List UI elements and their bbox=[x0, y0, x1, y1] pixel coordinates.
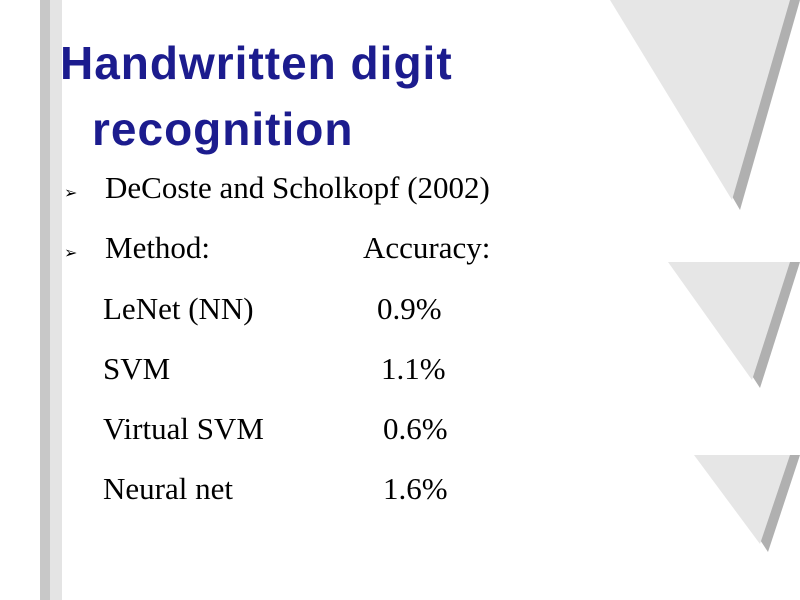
title-line: Handwritten digit bbox=[60, 37, 453, 89]
accuracy-cell: 1.6% bbox=[383, 471, 448, 506]
title-line: recognition bbox=[92, 103, 354, 155]
method-cell: SVM bbox=[103, 351, 171, 386]
table-header: Method: bbox=[105, 230, 211, 265]
accuracy-cell: 0.6% bbox=[383, 411, 448, 446]
accuracy-cell: 0.9% bbox=[377, 291, 442, 326]
method-cell: Neural net bbox=[103, 471, 233, 506]
method-cell: LeNet (NN) bbox=[103, 291, 254, 326]
bullet-arrow: ➢ bbox=[64, 183, 78, 202]
accuracy-cell: 1.1% bbox=[381, 351, 446, 386]
bullet-text: DeCoste and Scholkopf (2002) bbox=[105, 170, 490, 205]
method-cell: Virtual SVM bbox=[103, 411, 264, 446]
bullet-arrow: ➢ bbox=[64, 243, 78, 262]
table-header: Accuracy: bbox=[363, 230, 491, 265]
